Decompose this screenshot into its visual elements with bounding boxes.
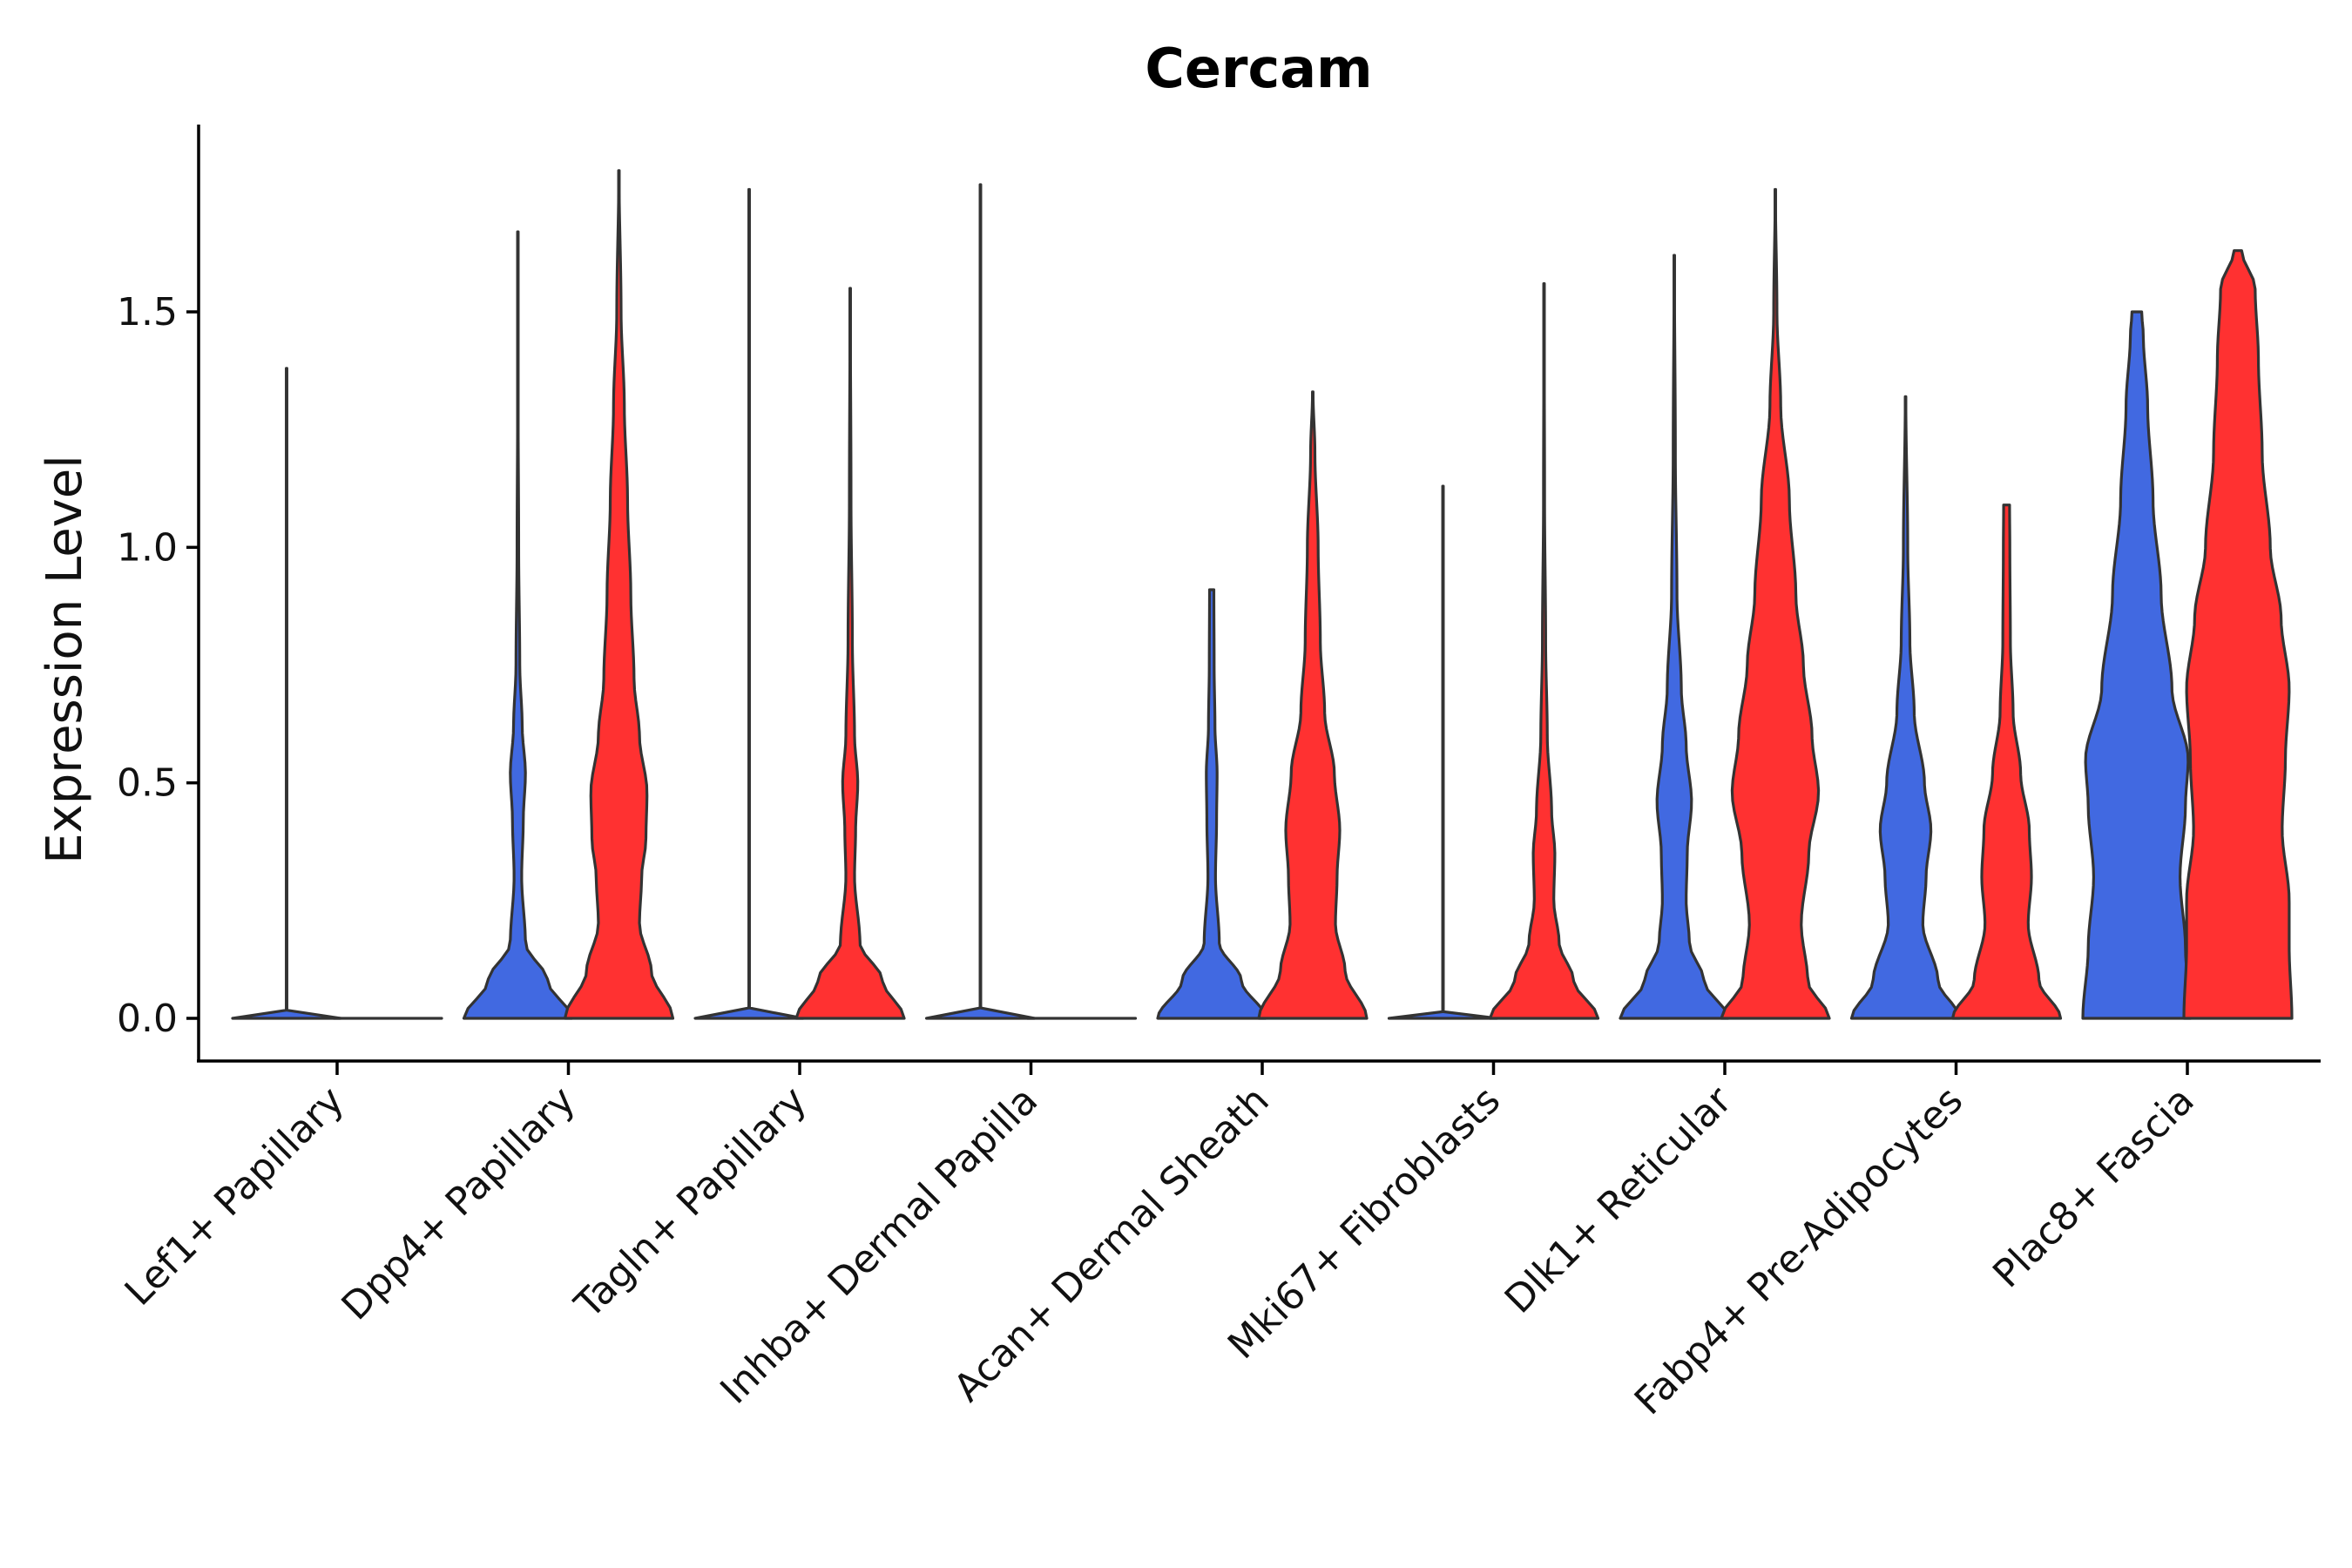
violin-group1-1: [462, 230, 574, 1020]
x-tick-label: Plac8+ Fascia: [1984, 1078, 2203, 1297]
chart-title: Cercam: [1145, 37, 1372, 100]
violin-group2-7: [1950, 504, 2063, 1020]
axes-group: [197, 125, 2321, 1063]
y-tick-label: 0.0: [117, 997, 178, 1041]
y-tick-label: 1.5: [117, 290, 178, 335]
x-tick-label: Dpp4+ Papillary: [334, 1078, 585, 1329]
violin-group2-4: [1257, 390, 1369, 1020]
violin-group2-5: [1488, 281, 1600, 1020]
violin-group2-6: [1720, 187, 1831, 1020]
violin-group1-8: [2081, 310, 2193, 1020]
violins-group: [231, 169, 2294, 1020]
violin-group1-0: [231, 367, 342, 1020]
violin-group2-8: [2182, 249, 2294, 1020]
x-tick-label: Lef1+ Papillary: [117, 1078, 353, 1315]
violin-group2-2: [794, 287, 906, 1020]
violin-group1-6: [1619, 253, 1730, 1020]
violin-group1-7: [1849, 395, 1962, 1020]
violin-group1-5: [1387, 484, 1499, 1020]
y-tick-label: 1.0: [117, 525, 178, 570]
violin-group2-1: [563, 169, 675, 1020]
y-ticks-group: 0.0 0.5 1.0 1.5: [117, 290, 199, 1041]
violin-group1-4: [1156, 588, 1267, 1020]
violin-group1-2: [693, 187, 805, 1020]
violin-group1-3: [924, 183, 1037, 1020]
y-tick-label: 0.5: [117, 761, 178, 806]
x-tick-label: Dlk1+ Reticular: [1497, 1078, 1741, 1322]
x-tick-label: Tagln+ Papillary: [566, 1078, 815, 1328]
y-axis-label: Expression Level: [37, 455, 93, 864]
